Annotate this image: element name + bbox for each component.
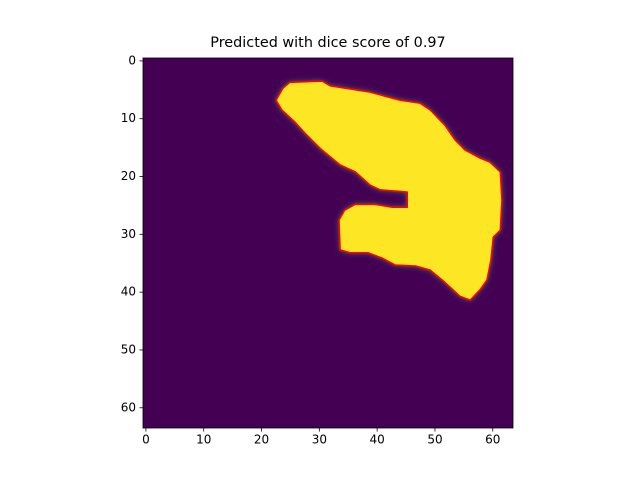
- y-tick-label: 50: [121, 342, 136, 356]
- y-tick-label: 0: [128, 53, 136, 67]
- x-tick-label: 20: [254, 433, 269, 447]
- axes-frame: [142, 57, 514, 429]
- chart-title: Predicted with dice score of 0.97: [210, 35, 445, 51]
- x-tick-label: 40: [370, 433, 385, 447]
- y-tick-label: 40: [121, 285, 136, 299]
- x-tick-label: 60: [485, 433, 500, 447]
- x-tick-label: 50: [427, 433, 442, 447]
- y-tick-label: 20: [121, 169, 136, 183]
- y-tick-label: 30: [121, 227, 136, 241]
- x-tick-label: 30: [312, 433, 327, 447]
- x-tick-label: 0: [142, 433, 150, 447]
- contour-line: [275, 80, 503, 301]
- y-tick-label: 60: [121, 400, 136, 414]
- y-tick-label: 10: [121, 111, 136, 125]
- x-tick-label: 10: [196, 433, 211, 447]
- region-fill: [276, 81, 502, 301]
